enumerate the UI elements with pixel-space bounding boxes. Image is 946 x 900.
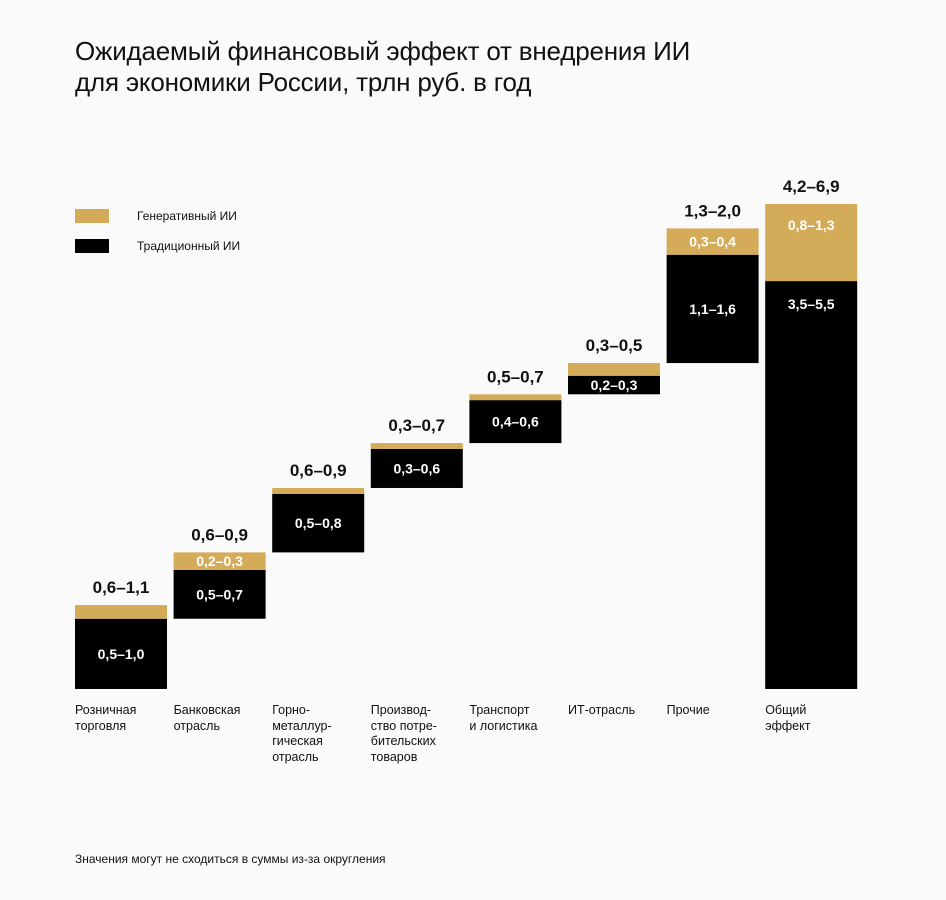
bar-traditional <box>272 493 365 553</box>
total-value-label: 4,2–6,9 <box>783 177 840 196</box>
generative-value-label: 0,8–1,3 <box>788 217 835 233</box>
traditional-value-label: 0,4–0,6 <box>492 414 539 430</box>
category-label: Транспорт и логистика <box>469 703 538 733</box>
bar-traditional <box>765 281 858 689</box>
generative-value-label: 0,2–0,3 <box>196 553 243 569</box>
category-label: Горно- металлур- гическая отрасль <box>272 703 332 764</box>
bar-traditional <box>666 254 759 364</box>
bar-generative <box>666 228 759 255</box>
bar-generative <box>765 204 858 282</box>
footnote: Значения могут не сходиться в суммы из-з… <box>75 852 386 866</box>
bar-traditional <box>75 618 167 689</box>
category-label: Банковская отрасль <box>173 703 241 733</box>
traditional-value-label: 0,2–0,3 <box>591 377 638 393</box>
bar-traditional <box>173 569 266 619</box>
traditional-value-label: 1,1–1,6 <box>689 301 736 317</box>
bar-generative <box>272 487 365 494</box>
legend-label-traditional: Традиционный ИИ <box>137 239 241 253</box>
legend-item-traditional: Традиционный ИИ <box>75 231 240 261</box>
bar-generative <box>75 605 167 619</box>
bar-generative <box>173 552 266 570</box>
traditional-value-label: 0,5–1,0 <box>98 646 145 662</box>
bar-generative <box>370 443 463 449</box>
traditional-value-label: 0,3–0,6 <box>393 460 440 476</box>
legend-swatch-generative <box>75 209 109 223</box>
bar-generative <box>469 394 562 401</box>
total-value-label: 1,3–2,0 <box>684 201 741 220</box>
category-label: Производ- ство потре- бительских товаров <box>370 703 437 764</box>
total-value-label: 0,5–0,7 <box>487 367 544 386</box>
traditional-value-label: 0,5–0,8 <box>295 515 342 531</box>
legend: Генеративный ИИ Традиционный ИИ <box>75 201 240 261</box>
total-value-label: 0,3–0,7 <box>388 416 445 435</box>
bar-traditional <box>568 375 660 395</box>
bar-generative <box>568 363 660 376</box>
legend-swatch-traditional <box>75 239 109 253</box>
traditional-value-label: 3,5–5,5 <box>788 296 835 312</box>
total-value-label: 0,6–0,9 <box>290 461 347 480</box>
traditional-value-label: 0,5–0,7 <box>196 586 243 602</box>
total-value-label: 0,6–0,9 <box>191 525 248 544</box>
bar-traditional <box>469 400 562 444</box>
total-value-label: 0,6–1,1 <box>93 578 150 597</box>
legend-label-generative: Генеративный ИИ <box>137 209 237 223</box>
generative-value-label: 0,3–0,4 <box>689 234 736 250</box>
category-label: ИТ-отрасль <box>568 703 636 717</box>
chart-title: Ожидаемый финансовый эффект от внедрения… <box>75 36 691 97</box>
total-value-label: 0,3–0,5 <box>586 336 643 355</box>
category-label: Общий эффект <box>765 703 811 733</box>
bar-traditional <box>370 448 463 488</box>
category-label: Прочие <box>666 703 710 717</box>
category-label: Розничная торговля <box>75 703 137 733</box>
legend-item-generative: Генеративный ИИ <box>75 201 240 231</box>
